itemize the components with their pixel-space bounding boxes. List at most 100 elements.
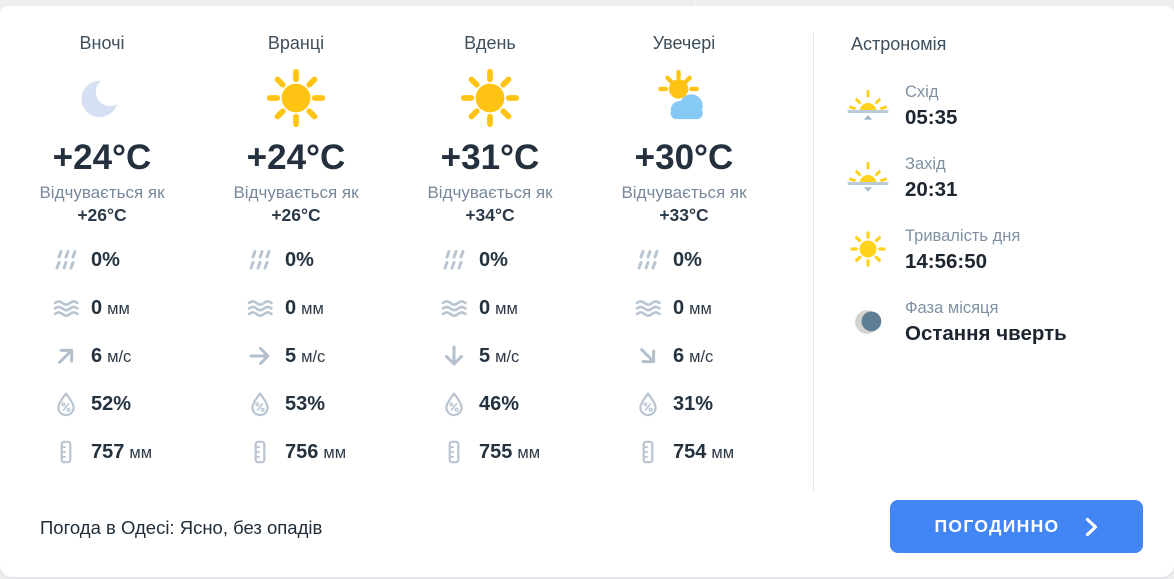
humidity-value: 46% [479, 392, 520, 415]
precip-probability-value: 0% [673, 248, 702, 271]
astronomy-panel: Астрономія Схід 05:35 Захід 20:31 Трив [846, 34, 1156, 372]
precipitation-waves-icon [247, 295, 273, 321]
wind-unit: м/с [107, 347, 132, 366]
feels-like-value: +33°C [659, 205, 709, 225]
precip-probability-value: 0% [91, 248, 120, 271]
precipitation-waves-icon [441, 295, 467, 321]
wind-speed-value: 5 [479, 344, 491, 367]
wind-row: 5 м/с [247, 332, 393, 380]
humidity-row: 31% [635, 380, 781, 428]
wind-row: 6 м/с [634, 332, 781, 380]
forecast-column-evening: Увечері +30°C Відчувається як +33°C 0% 0… [587, 33, 781, 476]
astro-value: Остання чверть [905, 322, 1067, 345]
moon-phase-icon [846, 302, 890, 339]
wind-direction-icon [52, 343, 79, 370]
precip-amount-value: 0 [479, 296, 491, 319]
sun-cloud-icon [655, 58, 713, 138]
pressure-value: 755 [479, 440, 513, 463]
pressure-row: 757 мм [53, 428, 199, 476]
precip-amount-unit: мм [107, 299, 130, 318]
wind-direction-icon [634, 342, 661, 369]
precip-probability-row: 0% [247, 236, 393, 284]
astro-label: Тривалість дня [905, 227, 1021, 245]
temperature-value: +24°C [52, 138, 152, 177]
active-day-tab[interactable] [230, 6, 478, 12]
feels-like-label: Відчувається як [39, 183, 165, 202]
astronomy-title: Астрономія [851, 34, 947, 54]
feels-like-label: Відчувається як [233, 183, 359, 202]
sunset-icon [846, 158, 890, 194]
precipitation-waves-icon [53, 295, 79, 321]
tab-separator [694, 0, 696, 6]
precip-amount-row: 0 мм [441, 284, 587, 332]
precipitation-waves-icon [635, 295, 661, 321]
chevron-right-icon [1085, 517, 1098, 537]
pressure-unit: мм [517, 443, 541, 462]
precip-probability-row: 0% [441, 236, 587, 284]
pressure-unit: мм [323, 443, 347, 462]
precip-amount-value: 0 [91, 296, 103, 319]
precip-amount-row: 0 мм [635, 284, 781, 332]
detail-rows: 0% 0 мм 6 м/с 52% 757 мм [5, 236, 199, 476]
astro-item-sunset: Захід 20:31 [846, 156, 1156, 202]
humidity-value: 53% [285, 392, 326, 415]
sun-icon [846, 230, 890, 268]
temperature-value: +30°C [634, 138, 734, 177]
humidity-value: 31% [673, 392, 714, 415]
temperature-value: +31°C [440, 138, 540, 177]
precip-amount-row: 0 мм [247, 284, 393, 332]
feels-like-value: +26°C [77, 205, 127, 225]
period-label: Вночі [79, 33, 125, 53]
astro-value: 14:56:50 [905, 250, 988, 273]
astro-label: Фаза місяця [905, 299, 999, 317]
humidity-drop-icon [441, 391, 467, 417]
vertical-divider [813, 32, 814, 491]
hourly-forecast-button[interactable]: ПОГОДИННО [890, 500, 1143, 553]
precip-amount-row: 0 мм [53, 284, 199, 332]
astro-item-sunrise: Схід 05:35 [846, 84, 1156, 130]
wind-speed-value: 6 [673, 344, 685, 367]
weather-summary-text: Погода в Одесі: Ясно, без опадів [40, 517, 323, 538]
rain-drops-icon [247, 247, 273, 273]
rain-drops-icon [635, 247, 661, 273]
humidity-row: 52% [53, 380, 199, 428]
period-label: Увечері [652, 33, 716, 53]
pressure-ruler-icon [247, 439, 273, 465]
humidity-drop-icon [247, 391, 273, 417]
astro-value: 05:35 [905, 106, 958, 129]
wind-speed-value: 6 [91, 344, 103, 367]
precip-probability-row: 0% [53, 236, 199, 284]
humidity-drop-icon [635, 391, 661, 417]
forecast-columns: Вночі +24°C Відчувається як +26°C 0% 0 мм… [5, 33, 781, 476]
pressure-unit: мм [711, 443, 735, 462]
precip-probability-value: 0% [285, 248, 314, 271]
pressure-row: 756 мм [247, 428, 393, 476]
pressure-unit: мм [129, 443, 153, 462]
moon-icon [79, 58, 125, 138]
wind-unit: м/с [495, 347, 520, 366]
daily-weather-panel: Вночі +24°C Відчувається як +26°C 0% 0 мм… [0, 6, 1174, 577]
pressure-value: 756 [285, 440, 319, 463]
sun-icon [266, 58, 326, 138]
pressure-value: 757 [91, 440, 125, 463]
pressure-value: 754 [673, 440, 707, 463]
forecast-column-night: Вночі +24°C Відчувається як +26°C 0% 0 мм… [5, 33, 199, 476]
rain-drops-icon [441, 247, 467, 273]
forecast-column-day: Вдень +31°C Відчувається як +34°C 0% 0 мм… [393, 33, 587, 476]
precip-amount-unit: мм [689, 299, 712, 318]
pressure-ruler-icon [635, 439, 661, 465]
astro-label: Схід [905, 83, 939, 101]
precip-amount-unit: мм [301, 299, 324, 318]
feels-like-value: +34°C [465, 205, 515, 225]
feels-like-value: +26°C [271, 205, 321, 225]
astro-label: Захід [905, 155, 946, 173]
hourly-button-label: ПОГОДИННО [934, 516, 1060, 536]
detail-rows: 0% 0 мм 6 м/с 31% 754 мм [587, 236, 781, 476]
precip-probability-value: 0% [479, 248, 508, 271]
precip-amount-value: 0 [673, 296, 685, 319]
wind-direction-icon [247, 343, 273, 369]
humidity-row: 53% [247, 380, 393, 428]
sunrise-icon [846, 86, 890, 122]
period-label: Вранці [267, 33, 325, 53]
